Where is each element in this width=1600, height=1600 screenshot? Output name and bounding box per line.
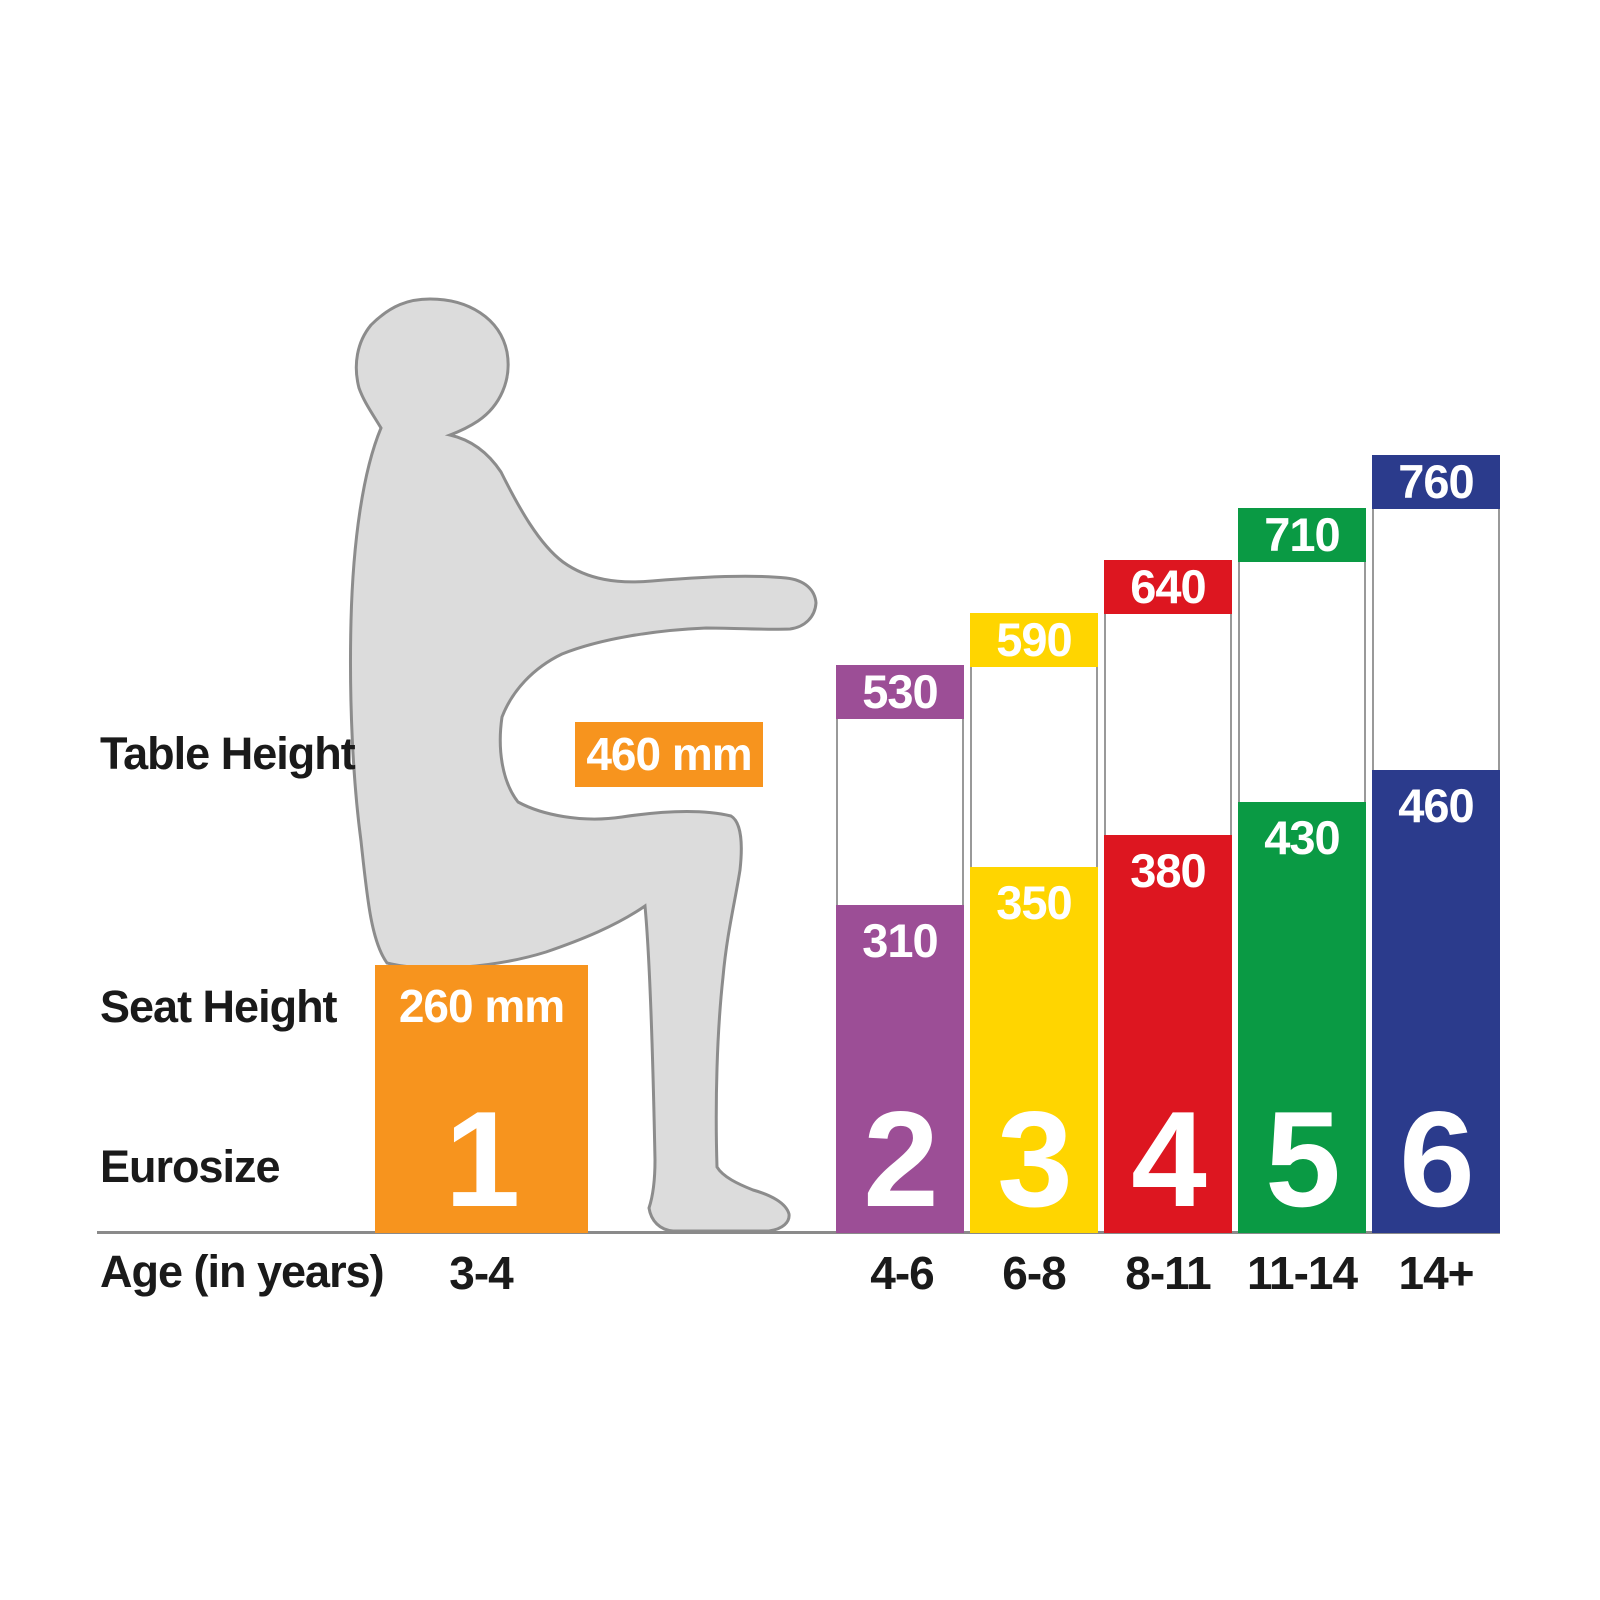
- eurosize-number-3: 3: [997, 1083, 1073, 1235]
- column-shaft-2: [836, 719, 964, 905]
- seat-height-value-2: 310: [862, 914, 938, 967]
- age-range-3: 6-8: [1002, 1247, 1066, 1299]
- seat-height-value-6: 460: [1398, 779, 1474, 832]
- seat-fill-6: 460 6: [1372, 770, 1500, 1233]
- eurosize-label: Eurosize: [100, 1141, 281, 1192]
- age-range-4: 8-11: [1125, 1247, 1212, 1299]
- eurosize-2-column: 530 310 2: [836, 665, 964, 1233]
- table-height-label: Table Height: [100, 728, 356, 779]
- table-height-band-2: 530: [836, 665, 964, 719]
- age-axis-label: Age (in years): [100, 1246, 385, 1297]
- age-range-6: 14+: [1398, 1247, 1474, 1299]
- size1-seat-block: 260 mm 1: [375, 965, 588, 1233]
- seat-fill-5: 430 5: [1238, 802, 1366, 1233]
- age-range-2: 4-6: [870, 1247, 934, 1299]
- seat-height-label: Seat Height: [100, 981, 338, 1032]
- column-shaft-5: [1238, 562, 1366, 802]
- age-range-5: 11-14: [1246, 1247, 1358, 1299]
- seat-height-value-4: 380: [1130, 844, 1206, 897]
- silhouette-path: [349, 297, 818, 1233]
- column-shaft-3: [970, 667, 1098, 867]
- seat-fill-3: 350 3: [970, 867, 1098, 1233]
- eurosize-5-column: 710 430 5: [1238, 508, 1366, 1233]
- table-height-band-3: 590: [970, 613, 1098, 667]
- table-height-band-6: 760: [1372, 455, 1500, 509]
- size1-seat-height-value: 260 mm: [398, 980, 565, 1032]
- baseline-axis: [97, 1231, 1500, 1234]
- eurosize-number-2: 2: [863, 1083, 939, 1235]
- seat-height-value-3: 350: [996, 876, 1072, 929]
- column-shaft-4: [1104, 614, 1232, 835]
- table-height-band-5: 710: [1238, 508, 1366, 562]
- eurosize-number-6: 6: [1399, 1083, 1475, 1235]
- eurosize-4-column: 640 380 4: [1104, 560, 1232, 1233]
- eurosize-3-column: 590 350 3: [970, 613, 1098, 1233]
- column-shaft-6: [1372, 509, 1500, 770]
- eurosize-number-4: 4: [1131, 1083, 1207, 1235]
- table-height-band-4: 640: [1104, 560, 1232, 614]
- seat-fill-4: 380 4: [1104, 835, 1232, 1233]
- size1-table-height-block: 460 mm: [575, 722, 763, 787]
- eurosize-6-column: 760 460 6: [1372, 455, 1500, 1233]
- age-range-1: 3-4: [449, 1247, 513, 1299]
- eurosize-number-5: 5: [1265, 1083, 1341, 1235]
- size1-eurosize-number: 1: [444, 1083, 521, 1235]
- seat-fill-2: 310 2: [836, 905, 964, 1233]
- seat-height-value-5: 430: [1264, 811, 1340, 864]
